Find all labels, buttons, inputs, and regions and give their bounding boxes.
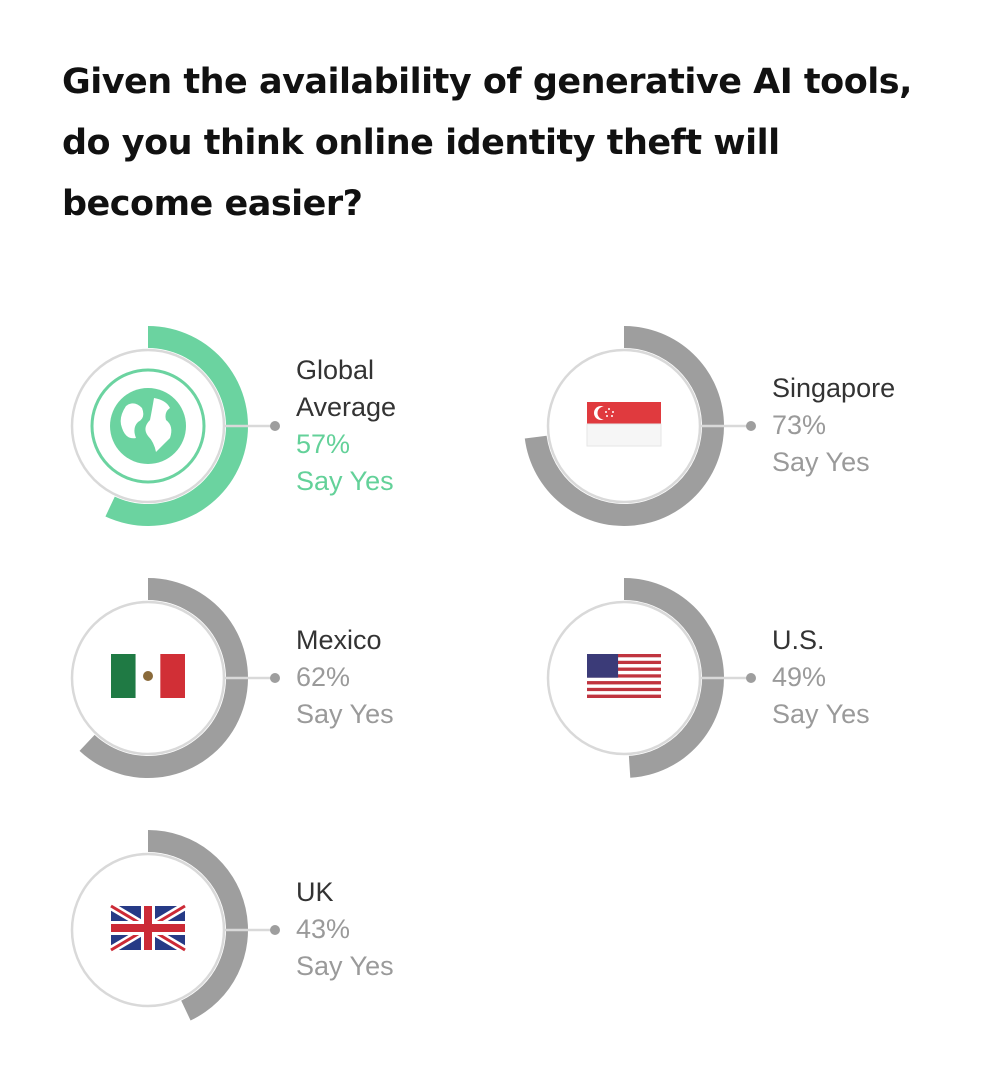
connector-dot [270,673,280,683]
radial-item: UK 43% Say Yes [62,830,502,1034]
item-label: UK 43% Say Yes [296,874,394,985]
sub-label: Say Yes [772,699,870,729]
value-label: 73% [772,410,827,440]
gauge-value-arc [148,830,248,1021]
sub-label: Say Yes [296,951,394,981]
singapore-flag-icon [586,402,662,447]
radial-gauge [70,326,280,526]
country-name: Global Average [296,355,397,422]
connector-dot [746,673,756,683]
mexico-flag-icon [111,654,185,698]
radial-item: Global Average 57% Say Yes [62,326,502,530]
gauge-value-arc [105,326,248,526]
item-label: U.S. 49% Say Yes [772,622,870,733]
value-label: 57% [296,429,351,459]
connector-dot [270,421,280,431]
country-name: U.S. [772,625,825,655]
radial-item: Mexico 62% Say Yes [62,578,502,782]
us-flag-icon [587,654,661,698]
radial-gauge [546,578,756,778]
radial-item: U.S. 49% Say Yes [538,578,978,782]
value-label: 43% [296,914,351,944]
globe-outer-ring [90,368,206,484]
radial-gauge [70,578,280,778]
country-name: UK [296,877,334,907]
gauge-value-arc [79,578,249,778]
sub-label: Say Yes [296,466,394,496]
radial-gauge [524,326,756,526]
country-name: Singapore [772,373,896,403]
value-label: 62% [296,662,351,692]
connector-dot [270,925,280,935]
radial-gauge [70,830,280,1021]
chart-title: Given the availability of generative AI … [62,62,912,224]
globe-landmass [120,403,144,439]
country-name: Mexico [296,625,382,655]
globe-landmass [145,398,172,452]
item-label: Singapore 73% Say Yes [772,370,895,481]
gauge-value-arc [624,578,724,778]
item-label: Global Average 57% Say Yes [296,352,396,500]
sub-label: Say Yes [296,699,394,729]
connector-dot [746,421,756,431]
uk-flag-icon [108,902,188,954]
radial-item: Singapore 73% Say Yes [524,326,978,530]
sub-label: Say Yes [772,447,870,477]
value-label: 49% [772,662,827,692]
item-label: Mexico 62% Say Yes [296,622,394,733]
